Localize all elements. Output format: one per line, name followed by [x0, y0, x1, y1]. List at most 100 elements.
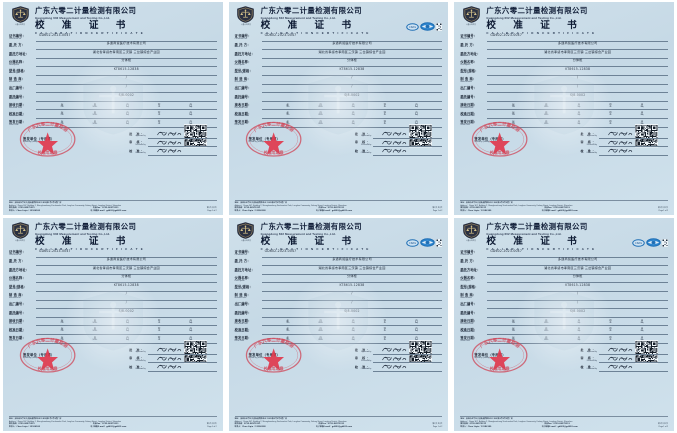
- certificate-2[interactable]: 计量认证资质 广东六零二计量检测有限公司 Guangdong 602 Measu…: [228, 2, 449, 215]
- signature-mark: 李磊: [608, 348, 633, 352]
- date-cell: 日 Day: [641, 121, 644, 126]
- footer-address-cn: 地址：深圳市龙华区大浪街道同胜社区工业区路1号2号3层厂房: [9, 201, 62, 204]
- field-label-en: Model/Type: [9, 72, 20, 75]
- date-label-cn: 签发日期：: [460, 120, 478, 125]
- field-value-text: GD602-2023-0047: [490, 32, 522, 37]
- field-value: 湖北省孝感市孝南区三汊镇 三岔镇综合产业园: [36, 257, 217, 275]
- issuer-block: 签发单位（专用章） Issued by (Stamp): [235, 347, 347, 372]
- signature-list: 批 准： Approved by 李磊 审 核： Reviewed by: [121, 347, 217, 372]
- field-value: SJ8-0002: [36, 300, 217, 318]
- field-label-en: Manufacturer: [460, 296, 473, 299]
- footer-hotline: 服务热线：0755-86975311: [234, 207, 261, 210]
- date-row: 校准日期： Calibration Date 年 Year 月 Month 日 …: [460, 110, 668, 119]
- date-unit-en: Month: [543, 105, 549, 108]
- page-number-en: Page 1 of 2: [658, 426, 668, 429]
- date-unit: 日: [189, 119, 193, 124]
- field-value-text: SJ8-0002: [118, 92, 135, 97]
- field-label-cn: 制 造 商：: [234, 293, 251, 298]
- date-label: 校准日期： Calibration Date: [235, 328, 262, 335]
- date-unit-en: Day: [189, 105, 193, 108]
- field-value-text: /: [125, 75, 127, 80]
- date-unit: 月: [93, 111, 97, 116]
- date-unit-en: Month: [318, 114, 323, 117]
- issuer-label-cn: 签发单位（专用章）: [474, 136, 506, 141]
- date-cell: 日 Day: [126, 320, 129, 325]
- date-label: 签发日期： Issue Date: [9, 121, 36, 127]
- date-unit: 至: [609, 119, 612, 124]
- certificate-title-en: C A L I B R A T I O N C E R T I F I C A …: [35, 247, 144, 252]
- signature-row: 批 准： Approved by 李磊: [121, 131, 217, 139]
- date-cell: 日 Day: [415, 328, 418, 333]
- date-unit: 月: [319, 102, 322, 107]
- page-number: 第1页 共2页 Page 1 of 2: [432, 423, 442, 429]
- field-row: 委托编号： Order No. SJ8-0002: [460, 93, 668, 102]
- issuer-label-cn: 签发单位（专用章）: [23, 136, 55, 141]
- field-label-cn: 出厂编号：: [234, 85, 252, 90]
- certificate-4[interactable]: 计量认证资质 广东六零二计量检测有限公司 Guangdong 602 Measu…: [3, 218, 223, 431]
- field-value: KT8615-12838: [36, 58, 217, 76]
- date-cell: 日 Day: [577, 112, 580, 117]
- field-value-text: SJ8-0002: [569, 308, 586, 313]
- signature-row: 审 核： Reviewed by 陈晓玲: [121, 139, 217, 148]
- date-cell: 日 Day: [641, 320, 644, 325]
- date-cell: 月 Month: [544, 328, 549, 333]
- field-label: 制 造 商： Manufacturer: [235, 294, 262, 300]
- signature-zone: 签发单位（专用章） Issued by (Stamp) 批 准： Approve…: [9, 347, 217, 372]
- footer-contact-person: 联系人：Chen Liqiu / 13186180: [234, 426, 266, 429]
- signature-label-en: Calibrated by: [135, 152, 146, 155]
- date-cell: 月 Month: [318, 328, 323, 333]
- field-value: /: [487, 291, 668, 310]
- date-cell: 日 Day: [352, 328, 355, 333]
- date-unit: 日: [415, 102, 418, 107]
- field-value-text: 湖北省孝感市孝南区三汊镇 三岔镇综合产业园: [318, 265, 386, 270]
- date-row: 校准日期： Calibration Date 年 Year 月 Month 日 …: [460, 326, 668, 335]
- page-number-en: Page 1 of 2: [432, 210, 443, 213]
- field-label-cn: 型号/规格：: [234, 68, 253, 73]
- date-cell: 日 Day: [415, 337, 418, 342]
- signature-label-en: Reviewed by: [361, 143, 372, 146]
- footer-contact-row-2: 联系人：Chen Liqiu / 13186180 电子邮箱E-mail：gd6…: [460, 210, 668, 213]
- date-label-cn: 签发日期：: [234, 336, 252, 341]
- date-unit-en: Month: [92, 114, 98, 117]
- qr-code[interactable]: [630, 340, 663, 364]
- field-label-en: Address: [460, 55, 468, 58]
- page-number-cn: 第1页 共2页: [658, 423, 668, 426]
- footer-address-en: Address：Room 307, Building 2, Shanghuanh…: [460, 204, 573, 207]
- date-unit-en: Month: [92, 105, 98, 108]
- qr-code[interactable]: [179, 124, 212, 148]
- field-label-cn: 委托编号：: [234, 310, 252, 315]
- certificate-5[interactable]: 计量认证资质 广东六零二计量检测有限公司 Guangdong 602 Measu…: [228, 218, 449, 431]
- date-cell: 年 Year: [286, 112, 289, 117]
- date-unit-en: Year: [511, 338, 516, 341]
- certificate-6[interactable]: 计量认证资质 广东六零二计量检测有限公司 Guangdong 602 Measu…: [454, 218, 674, 431]
- date-cell: 年 Year: [286, 328, 289, 333]
- date-cell: 年 Year: [512, 337, 515, 342]
- signature-label: 校 准： Calibrated by: [572, 149, 599, 156]
- date-label-cn: 接收日期：: [9, 319, 26, 324]
- certificate-3[interactable]: 计量认证资质 广东六零二计量检测有限公司 Guangdong 602 Measu…: [454, 2, 674, 215]
- signature-label: 校 准： Calibrated by: [572, 365, 599, 372]
- field-value: /: [36, 291, 217, 310]
- date-unit-en: Month: [318, 338, 323, 341]
- field-value: GD602-2023-0047: [36, 240, 217, 258]
- signature-mark: 李磊: [156, 132, 181, 136]
- field-label-en: Certificate No.: [234, 37, 248, 40]
- date-cell: 至 to: [158, 328, 161, 333]
- date-unit-en: Year: [60, 122, 64, 125]
- field-label-cn: 出厂编号：: [9, 301, 26, 306]
- field-value-text: KT8615-12838: [565, 282, 591, 287]
- certificate-header: 计量认证资质 广东六零二计量检测有限公司 Guangdong 602 Measu…: [9, 221, 217, 251]
- footer-address-cn: 地址：深圳市龙华区大浪街道同胜社区工业区路1号2号3层厂房: [234, 201, 288, 204]
- date-unit: 年: [286, 318, 290, 323]
- certificate-1[interactable]: 计量认证资质 广东六零二计量检测有限公司 Guangdong 602 Measu…: [3, 2, 223, 215]
- field-value: /: [261, 66, 443, 85]
- date-label-en: Received Date: [460, 106, 474, 109]
- date-cell: 月 Month: [93, 112, 98, 117]
- qr-code[interactable]: [404, 340, 437, 364]
- issuer-block: 签发单位（专用章） Issued by (Stamp): [9, 347, 121, 372]
- field-value: 湖北省孝感市孝南区三汊镇 三岔镇综合产业园: [36, 41, 217, 59]
- qr-code[interactable]: [630, 124, 663, 148]
- date-label-cn: 校准日期：: [234, 111, 252, 116]
- issuer-block: 签发单位（专用章） Issued by (Stamp): [9, 131, 121, 156]
- field-value-text: 多通商贸医疗技术有限公司: [557, 257, 598, 262]
